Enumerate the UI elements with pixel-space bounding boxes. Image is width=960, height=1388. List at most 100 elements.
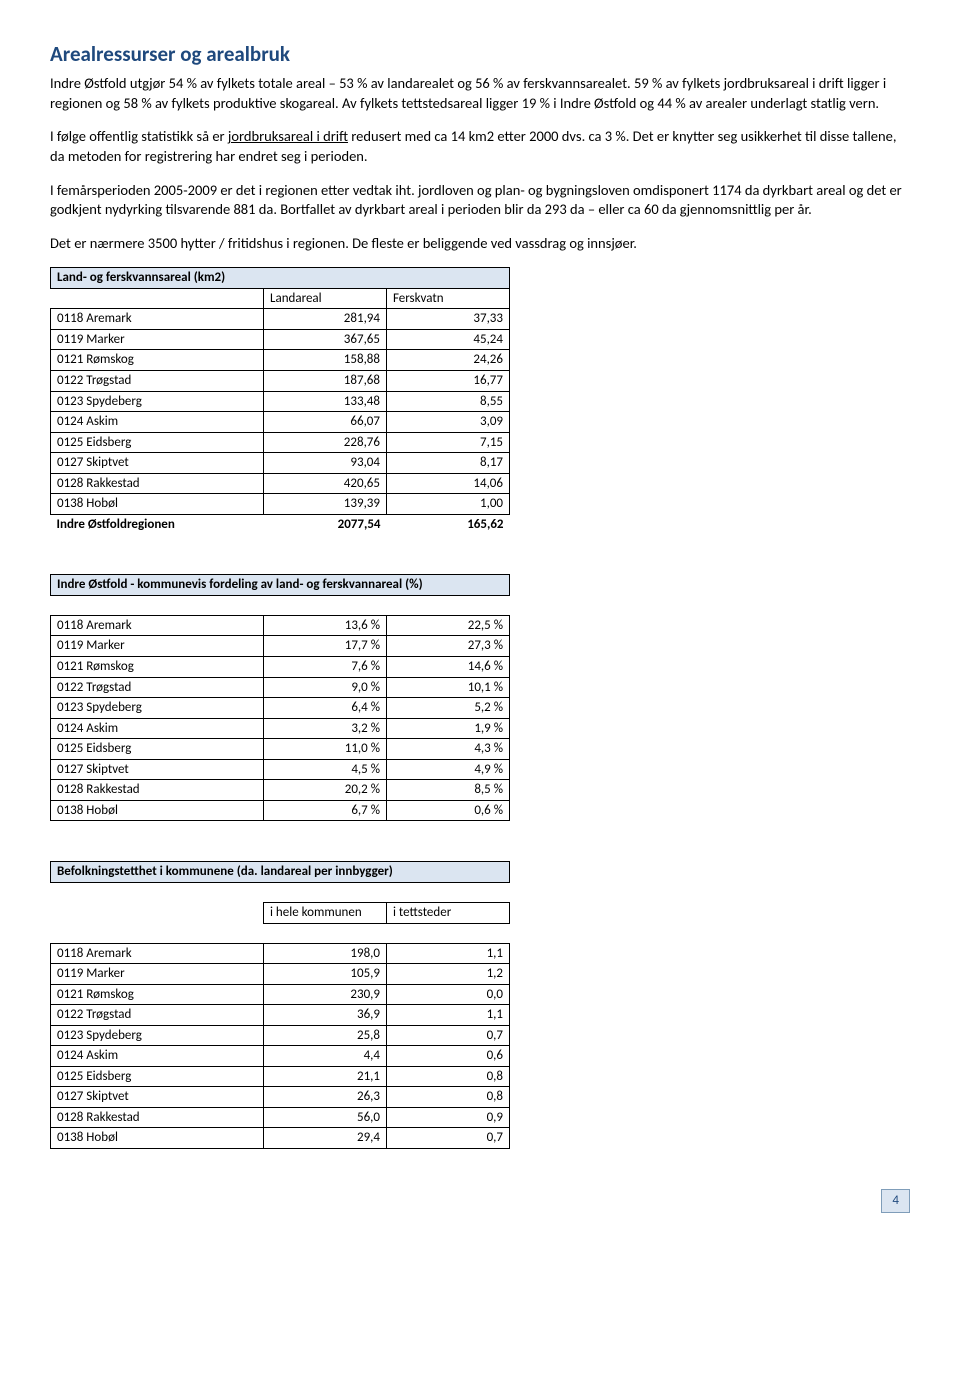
table-row-v2: 24,26 xyxy=(387,350,510,371)
page-title: Arealressurser og arealbruk xyxy=(50,40,910,68)
table-row-v1: 6,7 % xyxy=(264,800,387,821)
table-row-name: 0123 Spydeberg xyxy=(51,391,264,412)
table-row-v1: 66,07 xyxy=(264,412,387,433)
table-row-v2: 22,5 % xyxy=(387,615,510,636)
table-row-v1: 158,88 xyxy=(264,350,387,371)
table-row-v1: 9,0 % xyxy=(264,677,387,698)
table-row-v1: 105,9 xyxy=(264,964,387,985)
table-row-name: 0128 Rakkestad xyxy=(51,780,264,801)
table-row-v2: 0,7 xyxy=(387,1128,510,1149)
table-row-v2: 8,5 % xyxy=(387,780,510,801)
table-row-v1: 13,6 % xyxy=(264,615,387,636)
table-row-name: 0124 Askim xyxy=(51,718,264,739)
table-row-v2: 1,9 % xyxy=(387,718,510,739)
table-land-ferskvann-pct: Indre Østfold - kommunevis fordeling av … xyxy=(50,574,510,821)
table1-col2: Ferskvatn xyxy=(387,288,510,309)
table1-total-v1: 2077,54 xyxy=(264,514,387,534)
table-row-v1: 139,39 xyxy=(264,494,387,515)
table-row-v1: 29,4 xyxy=(264,1128,387,1149)
table-row-v2: 14,06 xyxy=(387,473,510,494)
table-row-v2: 0,0 xyxy=(387,984,510,1005)
table-row-v2: 0,7 xyxy=(387,1025,510,1046)
table3-col2: i tettsteder xyxy=(387,902,510,923)
table-row-name: 0122 Trøgstad xyxy=(51,371,264,392)
page-footer: 4 xyxy=(50,1189,910,1213)
table-befolkningstetthet: Befolkningstetthet i kommunene (da. land… xyxy=(50,861,510,1149)
table-row-v1: 20,2 % xyxy=(264,780,387,801)
table-row-name: 0121 Rømskog xyxy=(51,984,264,1005)
table-row-name: 0123 Spydeberg xyxy=(51,1025,264,1046)
table-row-v1: 420,65 xyxy=(264,473,387,494)
table-row-v1: 133,48 xyxy=(264,391,387,412)
table-land-ferskvann-km2: Land- og ferskvannsareal (km2) Landareal… xyxy=(50,267,510,534)
table-row-v1: 25,8 xyxy=(264,1025,387,1046)
table-row-name: 0122 Trøgstad xyxy=(51,677,264,698)
table-row-name: 0127 Skiptvet xyxy=(51,453,264,474)
table-row-v1: 187,68 xyxy=(264,371,387,392)
paragraph-4: Det er nærmere 3500 hytter / fritidshus … xyxy=(50,234,910,254)
table-row-name: 0123 Spydeberg xyxy=(51,698,264,719)
table-row-v2: 1,1 xyxy=(387,943,510,964)
blank-cell xyxy=(51,902,264,923)
table-row-name: 0119 Marker xyxy=(51,636,264,657)
table-row-v1: 7,6 % xyxy=(264,657,387,678)
table-row-name: 0119 Marker xyxy=(51,964,264,985)
table1-col1: Landareal xyxy=(264,288,387,309)
table-row-v2: 4,9 % xyxy=(387,759,510,780)
table-row-v1: 198,0 xyxy=(264,943,387,964)
table-row-v2: 4,3 % xyxy=(387,739,510,760)
table-row-v2: 16,77 xyxy=(387,371,510,392)
table-row-v2: 37,33 xyxy=(387,309,510,330)
table-row-v1: 4,5 % xyxy=(264,759,387,780)
table-row-name: 0138 Hobøl xyxy=(51,800,264,821)
para2-a: I følge offentlig statistikk så er xyxy=(50,127,228,145)
table-row-v2: 1,2 xyxy=(387,964,510,985)
table-row-name: 0127 Skiptvet xyxy=(51,759,264,780)
table-row-v1: 6,4 % xyxy=(264,698,387,719)
table-row-v2: 45,24 xyxy=(387,329,510,350)
table-row-v1: 26,3 xyxy=(264,1087,387,1108)
table-row-name: 0118 Aremark xyxy=(51,309,264,330)
table-row-v1: 36,9 xyxy=(264,1005,387,1026)
table-row-v2: 8,17 xyxy=(387,453,510,474)
table1-title: Land- og ferskvannsareal (km2) xyxy=(51,268,510,289)
table-row-v2: 0,6 xyxy=(387,1046,510,1067)
table-row-name: 0125 Eidsberg xyxy=(51,1066,264,1087)
table-row-v2: 0,9 xyxy=(387,1107,510,1128)
table2-title: Indre Østfold - kommunevis fordeling av … xyxy=(51,575,510,596)
page-number: 4 xyxy=(881,1189,910,1213)
table-row-v1: 367,65 xyxy=(264,329,387,350)
table-row-v1: 281,94 xyxy=(264,309,387,330)
table-row-v2: 7,15 xyxy=(387,432,510,453)
table-row-v1: 17,7 % xyxy=(264,636,387,657)
table1-total-label: Indre Østfoldregionen xyxy=(51,514,264,534)
table-row-v1: 228,76 xyxy=(264,432,387,453)
table-row-v1: 21,1 xyxy=(264,1066,387,1087)
paragraph-2: I følge offentlig statistikk så er jordb… xyxy=(50,127,910,166)
table-row-v2: 27,3 % xyxy=(387,636,510,657)
table3-title: Befolkningstetthet i kommunene (da. land… xyxy=(51,862,510,883)
table-row-name: 0128 Rakkestad xyxy=(51,1107,264,1128)
blank-cell xyxy=(51,288,264,309)
table-row-v1: 3,2 % xyxy=(264,718,387,739)
table-row-name: 0124 Askim xyxy=(51,412,264,433)
table-row-v2: 14,6 % xyxy=(387,657,510,678)
blank-cell xyxy=(51,882,510,902)
table-row-name: 0138 Hobøl xyxy=(51,1128,264,1149)
jordbruksareal-link[interactable]: jordbruksareal i drift xyxy=(228,127,348,145)
table3-col1: i hele kommunen xyxy=(264,902,387,923)
paragraph-3: I femårsperioden 2005-2009 er det i regi… xyxy=(50,181,910,220)
table-row-v1: 11,0 % xyxy=(264,739,387,760)
table-row-name: 0119 Marker xyxy=(51,329,264,350)
table-row-name: 0127 Skiptvet xyxy=(51,1087,264,1108)
table-row-name: 0128 Rakkestad xyxy=(51,473,264,494)
table-row-v2: 1,00 xyxy=(387,494,510,515)
table-row-v1: 4,4 xyxy=(264,1046,387,1067)
blank-cell xyxy=(51,923,510,943)
table-row-name: 0138 Hobøl xyxy=(51,494,264,515)
table-row-name: 0125 Eidsberg xyxy=(51,432,264,453)
table-row-name: 0122 Trøgstad xyxy=(51,1005,264,1026)
table-row-name: 0124 Askim xyxy=(51,1046,264,1067)
table-row-name: 0125 Eidsberg xyxy=(51,739,264,760)
table-row-name: 0121 Rømskog xyxy=(51,657,264,678)
